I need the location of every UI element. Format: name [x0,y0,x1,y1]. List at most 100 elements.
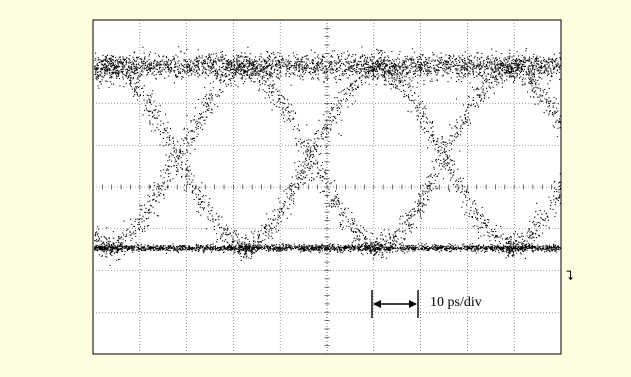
trace-point [534,65,535,66]
trace-point [334,60,335,61]
trace-point [265,63,266,64]
trace-point [255,70,256,71]
trace-point [548,59,549,60]
trace-point [541,250,542,251]
trace-point [199,68,200,69]
trace-point [411,80,412,81]
trace-point [146,67,147,68]
trace-point [364,246,365,247]
trace-point [367,58,368,59]
trace-point [415,63,416,64]
trace-point [135,68,136,69]
trace-point [364,60,365,61]
trace-point [146,74,147,75]
trace-point [389,249,390,250]
trace-point [124,59,125,60]
trace-point [272,248,273,249]
trace-point [174,70,175,71]
trace-point [512,73,513,74]
trace-point [326,72,327,73]
trace-point [367,77,368,78]
trace-point [182,250,183,251]
trace-point [313,67,314,68]
trace-point [178,73,179,74]
trace-point [481,251,482,252]
trace-point [268,251,269,252]
trace-point [437,74,438,75]
trace-point [219,61,220,62]
trace-point [322,56,323,57]
trace-point [276,63,277,64]
trace-point [435,250,436,251]
trace-point [265,244,266,245]
trace-point [299,76,300,77]
trace-point [323,245,324,246]
trace-point [470,63,471,64]
trace-point [478,248,479,249]
trace-point [465,64,466,65]
trace-point [189,248,190,249]
trace-point [340,252,341,253]
trace-point [280,70,281,71]
trace-point [404,248,405,249]
trace-point [277,74,278,75]
trace-point [156,74,157,75]
trace-point [136,246,137,247]
trace-point [479,69,480,70]
trace-point [403,245,404,246]
trace-point [99,81,100,82]
trace-point [414,52,415,53]
trace-point [417,67,418,68]
trace-point [467,57,468,58]
trace-point [505,57,506,58]
trace-point [174,249,175,250]
trace-point [148,69,149,70]
trace-point [511,63,512,64]
trace-point [299,248,300,249]
trace-point [144,56,145,57]
trace-point [543,57,544,58]
trace-point [272,66,273,67]
trace-point [348,61,349,62]
trace-point [455,68,456,69]
trace-point [263,67,264,68]
trace-point [145,244,146,245]
trace-point [169,245,170,246]
trace-point [441,52,442,53]
trace-point [119,57,120,58]
trace-point [332,244,333,245]
trace-point [469,73,470,74]
trace-point [552,63,553,64]
trace-point [240,56,241,57]
trace-point [400,66,401,67]
trace-point [407,251,408,252]
trace-point [199,75,200,76]
trace-point [378,248,379,249]
trace-point [458,65,459,66]
trace-point [407,67,408,68]
trace-point [412,77,413,78]
trace-point [98,57,99,58]
trace-point [133,66,134,67]
trace-point [254,64,255,65]
trace-point [428,60,429,61]
trace-point [438,61,439,62]
trace-point [309,68,310,69]
trace-point [236,55,237,56]
trace-point [508,60,509,61]
trace-point [529,72,530,73]
trace-point [501,250,502,251]
trace-point [351,245,352,246]
trace-point [558,64,559,65]
trace-point [493,57,494,58]
trace-point [117,240,118,241]
trace-point [518,59,519,60]
trace-point [198,63,199,64]
trace-point [376,84,377,85]
trace-point [532,250,533,251]
trace-point [210,66,211,67]
trace-point [160,64,161,65]
trace-point [215,58,216,59]
trace-point [339,75,340,76]
trace-point [280,66,281,67]
